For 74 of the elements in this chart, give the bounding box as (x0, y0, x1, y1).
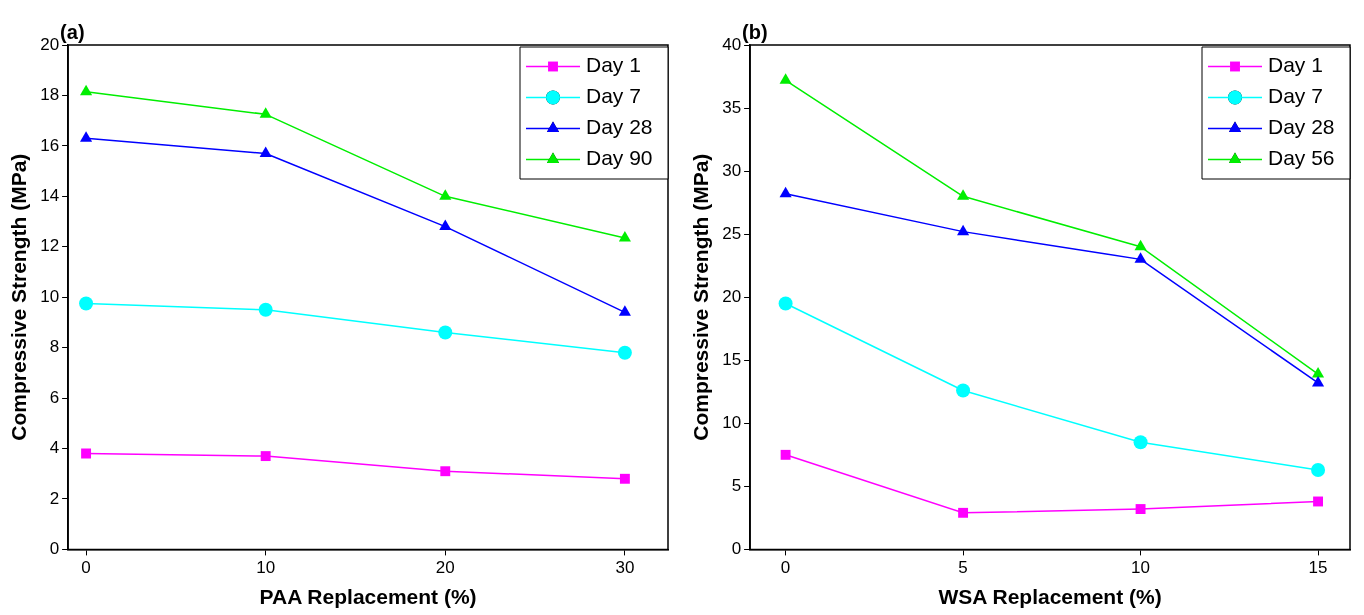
y-tick-label: 10 (40, 286, 60, 306)
x-axis-title: PAA Replacement (%) (259, 585, 477, 609)
point (438, 325, 453, 340)
point (779, 73, 792, 84)
point (778, 296, 793, 311)
legend-label: Day 90 (586, 146, 653, 170)
point (957, 189, 970, 200)
point (779, 186, 792, 198)
point (1134, 252, 1147, 263)
y-tick-label: 14 (40, 186, 60, 206)
x-tick-label: 30 (615, 558, 635, 578)
point (79, 296, 94, 311)
point (958, 507, 969, 518)
y-tick-label: 8 (49, 337, 60, 357)
chart-title: (b) (742, 20, 768, 43)
point (81, 448, 92, 459)
x-tick-label: 15 (1308, 558, 1328, 578)
y-tick-label: 4 (49, 438, 60, 458)
legend-label: Day 28 (1268, 115, 1335, 139)
point (1311, 367, 1325, 378)
x-tick-label: 10 (1131, 558, 1151, 578)
y-tick-label: 5 (731, 476, 742, 496)
legend-label: Day 1 (586, 53, 641, 77)
legend-label: Day 7 (1268, 84, 1323, 108)
point (259, 146, 272, 157)
y-tick-label: 12 (40, 236, 60, 256)
chart-title: (a) (60, 20, 85, 43)
point (957, 224, 970, 236)
point (618, 230, 631, 242)
point (1311, 375, 1325, 387)
point (259, 107, 272, 118)
y-tick-label: 20 (40, 34, 60, 54)
x-tick-label: 5 (958, 558, 968, 578)
point (80, 131, 93, 142)
point (1313, 496, 1323, 507)
legend-label: Day 56 (1268, 146, 1335, 170)
y-tick-label: 30 (722, 160, 742, 180)
y-axis-title: Compressive Strength (MPa) (689, 153, 713, 441)
point (1134, 239, 1147, 251)
point (956, 383, 971, 398)
point (440, 466, 451, 477)
point (439, 189, 452, 200)
y-tick-label: 15 (722, 349, 742, 369)
y-tick-label: 10 (722, 412, 742, 432)
y-tick-label: 25 (722, 223, 742, 243)
y-tick-label: 16 (40, 135, 60, 155)
legend-label: Day 28 (586, 115, 653, 139)
x-tick-label: 0 (81, 558, 91, 578)
y-tick-label: 0 (731, 539, 742, 559)
y-tick-label: 20 (722, 286, 742, 306)
legend-label: Day 1 (1268, 53, 1323, 77)
y-tick-label: 6 (49, 387, 60, 407)
point (619, 473, 630, 484)
point (1311, 462, 1326, 477)
point (618, 305, 631, 316)
point (260, 451, 271, 462)
y-tick-label: 35 (722, 97, 742, 117)
x-tick-label: 20 (435, 558, 455, 578)
point (1135, 504, 1146, 514)
point (617, 345, 632, 360)
point (439, 219, 452, 231)
point (258, 302, 273, 317)
y-tick-label: 18 (40, 85, 60, 105)
x-tick-label: 0 (780, 558, 791, 578)
point (780, 449, 791, 460)
x-axis-title: WSA Replacement (%) (938, 585, 1162, 609)
y-tick-label: 0 (49, 539, 60, 559)
y-tick-label: 2 (49, 488, 60, 508)
x-tick-label: 10 (256, 558, 276, 578)
legend-label: Day 7 (586, 84, 641, 108)
y-tick-label: 40 (722, 34, 742, 54)
point (80, 84, 93, 96)
y-axis-title: Compressive Strength (MPa) (7, 153, 31, 441)
point (1133, 435, 1148, 450)
